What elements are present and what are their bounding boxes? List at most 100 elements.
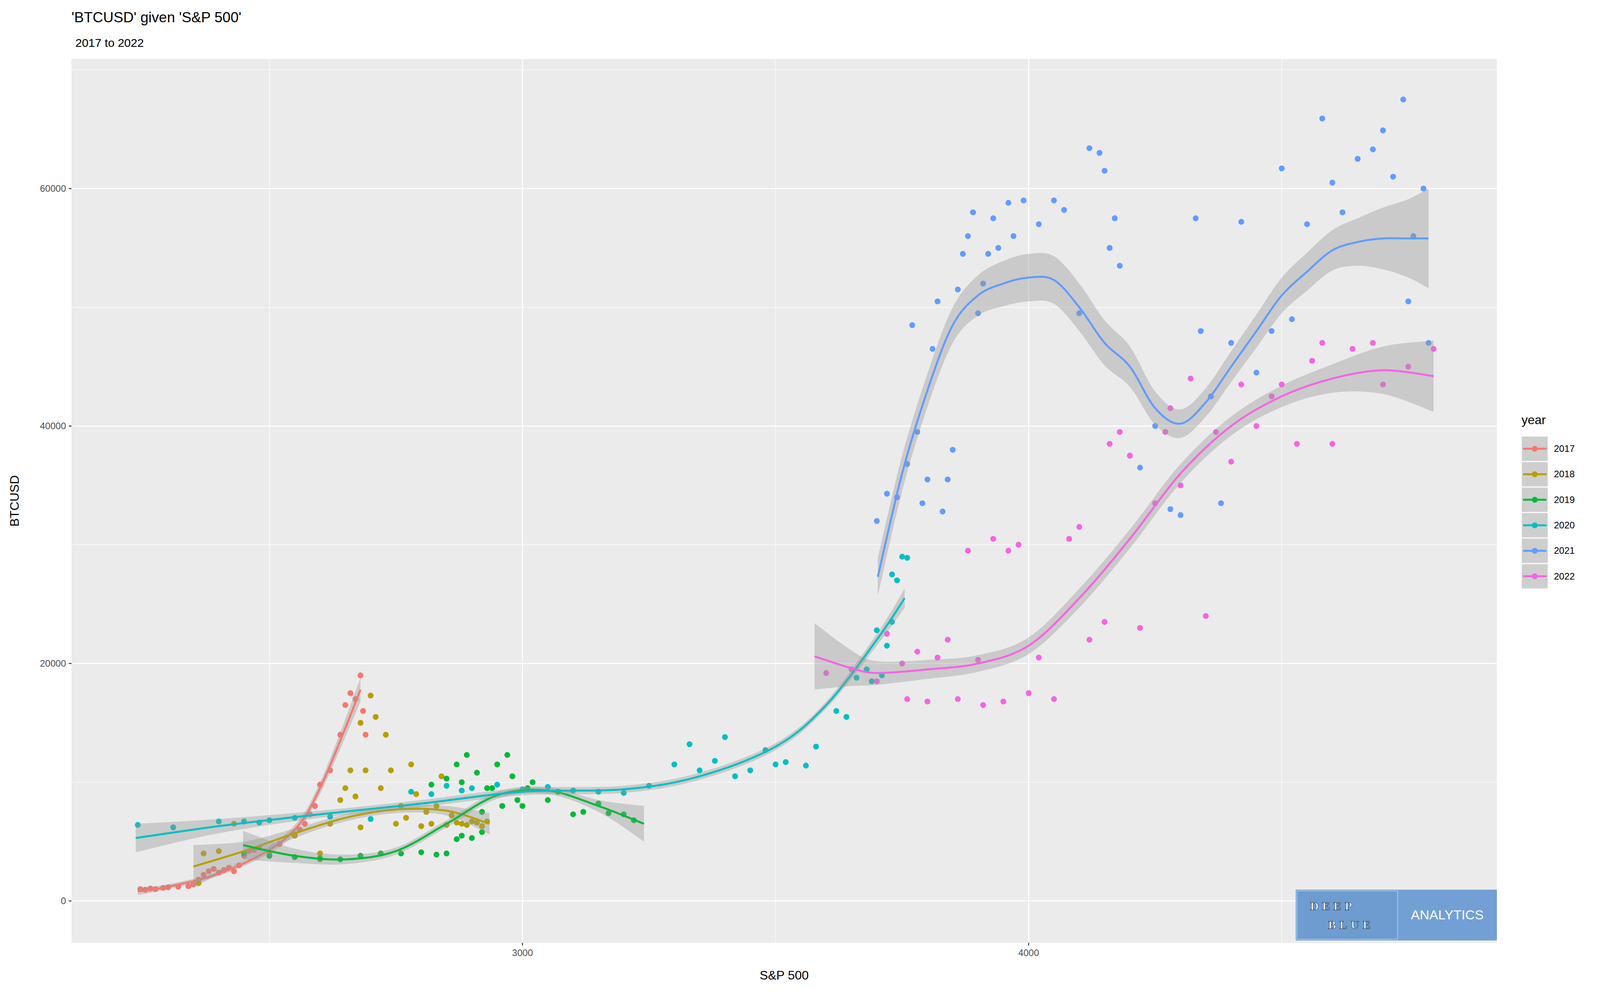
point — [782, 759, 789, 766]
point — [843, 714, 850, 720]
point — [1066, 535, 1073, 542]
point — [990, 535, 997, 542]
point — [453, 836, 460, 843]
watermark-text: ANALYTICS — [1410, 907, 1484, 923]
legend-label: 2019 — [1553, 494, 1575, 506]
chart: 300040000200004000060000'BTCUSD' given '… — [0, 0, 1600, 992]
point — [489, 785, 495, 792]
point — [428, 781, 435, 788]
legend-label: 2021 — [1553, 545, 1575, 556]
point — [509, 773, 516, 780]
point — [1101, 619, 1108, 625]
point — [914, 648, 921, 655]
grid-line-y — [71, 900, 1497, 902]
point — [1101, 167, 1108, 174]
point — [377, 785, 384, 792]
legend-title: year — [1521, 412, 1547, 427]
y-tick-label: 40000 — [39, 420, 67, 432]
point — [580, 808, 587, 815]
point — [1339, 209, 1346, 216]
point — [357, 824, 364, 831]
point — [544, 797, 551, 804]
point — [362, 767, 369, 774]
point — [1061, 207, 1068, 213]
point — [1217, 500, 1224, 507]
point — [342, 702, 349, 709]
points-2022 — [823, 340, 1437, 709]
point — [990, 215, 997, 222]
point — [1076, 524, 1083, 531]
point — [889, 571, 895, 578]
legend-label: 2018 — [1553, 468, 1575, 480]
point — [1238, 218, 1245, 225]
point — [813, 743, 820, 750]
minor-grid-x — [269, 58, 270, 943]
point — [772, 761, 779, 768]
point — [1197, 328, 1204, 334]
point — [514, 797, 521, 804]
legend-label: 2017 — [1553, 443, 1575, 454]
point — [929, 346, 936, 352]
point — [458, 832, 465, 839]
point — [894, 577, 900, 584]
panel — [71, 58, 1497, 943]
point — [1051, 197, 1058, 204]
point — [1020, 197, 1027, 204]
title: 'BTCUSD' given 'S&P 500' — [71, 9, 242, 26]
legend-key-bg — [1521, 538, 1549, 564]
watermark-inner — [1296, 891, 1398, 940]
subtitle: 2017 to 2022 — [75, 36, 144, 50]
legend-key-bg — [1521, 564, 1549, 590]
point — [1319, 115, 1325, 122]
confidence-band — [814, 340, 1434, 690]
point — [721, 734, 728, 741]
point — [711, 758, 718, 765]
legend-key-point — [1532, 496, 1538, 503]
point — [504, 751, 511, 758]
point — [904, 555, 911, 561]
point — [337, 797, 344, 804]
point — [392, 821, 399, 827]
point — [1369, 146, 1376, 153]
point — [1167, 506, 1174, 513]
confidence-band — [877, 188, 1429, 597]
y-tick-label: 0 — [60, 895, 67, 907]
point — [1405, 298, 1412, 305]
point — [883, 491, 890, 497]
point — [1116, 262, 1123, 269]
point — [443, 775, 450, 782]
point — [883, 642, 890, 649]
legend-key-bg — [1521, 487, 1549, 513]
legend-key-band — [1521, 513, 1548, 538]
point — [382, 732, 389, 738]
point — [468, 835, 475, 842]
y-axis-title: BTCUSD — [7, 475, 22, 527]
point — [732, 773, 738, 780]
point — [954, 696, 961, 703]
point — [443, 782, 450, 789]
point — [418, 849, 425, 856]
point — [357, 672, 364, 679]
point — [924, 698, 931, 705]
point — [1025, 690, 1032, 697]
legend: year201720182019202020212022 — [1521, 412, 1575, 590]
point — [1177, 512, 1184, 518]
point — [939, 508, 946, 515]
x-tick — [1028, 942, 1029, 946]
point — [360, 708, 367, 715]
point — [352, 793, 359, 800]
point — [433, 851, 440, 858]
watermark-text: BLUE — [1328, 918, 1375, 932]
y-tick — [68, 900, 72, 902]
grid-line-x — [1028, 58, 1030, 943]
minor-grid-y — [71, 782, 1497, 783]
point — [1228, 458, 1234, 465]
legend-key-point — [1532, 548, 1538, 554]
point — [1116, 429, 1123, 436]
grid-line-y — [71, 188, 1497, 190]
legend-key-bg — [1521, 436, 1549, 462]
point — [367, 692, 374, 699]
point — [934, 298, 941, 305]
point — [909, 322, 916, 329]
legend-key-band — [1521, 538, 1548, 563]
